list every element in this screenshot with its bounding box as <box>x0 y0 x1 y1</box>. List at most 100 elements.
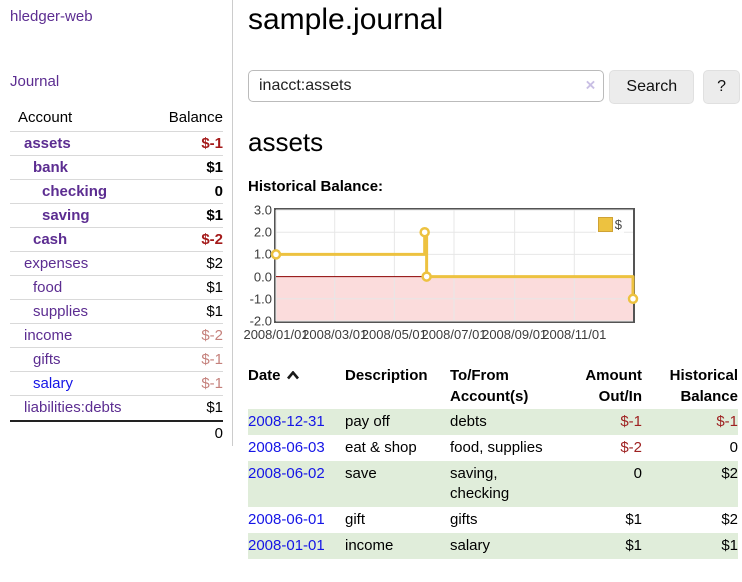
account-balance: $1 <box>206 303 223 320</box>
transaction-date-link[interactable]: 2008-12-31 <box>248 413 325 430</box>
account-balance: $-1 <box>201 375 223 392</box>
account-link-supplies[interactable]: supplies <box>33 303 89 320</box>
x-tick-label: 2008/07/01 <box>421 327 487 342</box>
chart-title: Historical Balance: <box>248 178 384 195</box>
account-link-bank[interactable]: bank <box>33 159 69 176</box>
transaction-date-link[interactable]: 2008-06-03 <box>248 439 325 456</box>
sidebar: hledger-web Journal Account Balance asse… <box>0 0 233 446</box>
account-link-assets[interactable]: assets <box>24 135 71 152</box>
account-row: supplies $1 <box>10 299 223 323</box>
register-row: 2008-06-03 eat & shop food, supplies $-2 0 <box>248 435 738 461</box>
register-table: Date Description To/From Account(s) Amoun… <box>248 363 738 559</box>
account-link-cash[interactable]: cash <box>33 231 68 248</box>
transaction-date-link[interactable]: 2008-06-02 <box>248 465 325 482</box>
account-balance: $-2 <box>201 231 223 248</box>
account-link-income[interactable]: income <box>24 327 73 344</box>
accounts-header-account: Account <box>18 109 73 126</box>
transaction-amount: $1 <box>625 537 642 554</box>
search-input[interactable] <box>248 70 605 102</box>
account-row: assets $-1 <box>10 131 223 155</box>
x-tick-label: 2008/03/01 <box>302 327 368 342</box>
account-row: gifts $-1 <box>10 347 223 371</box>
account-heading: assets <box>248 127 324 157</box>
x-tick-label: 2008/01/01 <box>243 327 309 342</box>
chart-legend: $ <box>595 216 624 233</box>
chart-x-axis: 2008/01/01 2008/03/01 2008/05/01 2008/07/01… <box>243 325 633 343</box>
help-button[interactable]: ? <box>703 70 740 104</box>
transaction-amount: $1 <box>625 511 642 528</box>
transaction-accounts: food, supplies <box>450 439 543 456</box>
legend-label: $ <box>614 217 622 232</box>
account-row: cash $-2 <box>10 227 223 251</box>
register-row: 2008-06-01 gift gifts $1 $2 <box>248 507 738 533</box>
accounts-total-value: 0 <box>214 425 223 442</box>
legend-swatch-icon <box>597 217 613 232</box>
account-link-food[interactable]: food <box>33 279 63 296</box>
transaction-accounts: gifts <box>450 511 478 528</box>
account-row: bank $1 <box>10 155 223 179</box>
x-tick-label: 2008/05/01 <box>361 327 427 342</box>
account-link-expenses[interactable]: expenses <box>24 255 89 272</box>
account-balance: $1 <box>206 279 223 296</box>
transaction-description: eat & shop <box>345 439 417 456</box>
account-link-gifts[interactable]: gifts <box>33 351 61 368</box>
y-tick-label: 1.0 <box>253 246 272 262</box>
transaction-accounts: debts <box>450 413 487 430</box>
sidebar-item-journal[interactable]: Journal <box>10 73 60 90</box>
accounts-table-header: Account Balance <box>10 105 223 131</box>
account-link-liabilities-debts[interactable]: liabilities:debts <box>24 399 122 416</box>
search-bar: × Search ? <box>248 70 740 104</box>
transaction-description: save <box>345 465 377 482</box>
register-header-accounts: To/From Account(s) <box>450 367 529 405</box>
search-button[interactable]: Search <box>609 70 695 104</box>
y-tick-label: 3.0 <box>253 202 272 218</box>
register-row: 2008-12-31 pay off debts $-1 $-1 <box>248 409 738 435</box>
transaction-date-link[interactable]: 2008-01-01 <box>248 537 325 554</box>
accounts-total-row: 0 <box>10 420 223 445</box>
account-link-checking[interactable]: checking <box>42 183 108 200</box>
page-title: sample.journal <box>248 3 444 36</box>
account-row: liabilities:debts $1 <box>10 395 223 419</box>
account-row: salary $-1 <box>10 371 223 395</box>
transaction-balance: $1 <box>721 537 738 554</box>
account-balance: 0 <box>214 183 223 200</box>
account-balance: $1 <box>206 159 223 176</box>
chart-canvas <box>270 209 639 322</box>
historical-balance-chart: 3.0 2.0 1.0 0.0 -1.0 -2.0 $ 2008/01/01 2008/03… <box>243 203 740 343</box>
search-box: × <box>248 70 605 102</box>
sort-ascending-icon <box>286 370 299 380</box>
main-content: sample.journal × Search ? assets Histori… <box>243 0 740 559</box>
register-row: 2008-01-01 income salary $1 $1 <box>248 533 738 559</box>
transaction-balance: 0 <box>729 439 738 456</box>
account-balance: $1 <box>206 399 223 416</box>
brand-link[interactable]: hledger-web <box>10 8 93 25</box>
account-balance: $-1 <box>201 135 223 152</box>
x-tick-label: 2008/11/01 <box>542 327 607 342</box>
transaction-description: income <box>345 537 394 554</box>
transaction-accounts: salary <box>450 537 491 554</box>
account-link-salary[interactable]: salary <box>33 375 74 392</box>
register-header-date[interactable]: Date <box>248 363 345 409</box>
y-tick-label: 2.0 <box>253 224 272 240</box>
account-balance: $2 <box>206 255 223 272</box>
register-header-balance: Historical Balance <box>669 367 738 405</box>
account-link-saving[interactable]: saving <box>42 207 90 224</box>
x-tick-label: 2008/09/01 <box>482 327 548 342</box>
y-tick-label: 0.0 <box>253 269 272 285</box>
account-row: checking 0 <box>10 179 223 203</box>
transaction-description: gift <box>345 511 366 528</box>
transaction-amount: $-1 <box>620 413 642 430</box>
transaction-amount: 0 <box>633 465 642 482</box>
chart-plot-area: $ 2008/01/01 2008/03/01 2008/05/01 2008/07/… <box>243 208 639 342</box>
accounts-header-balance: Balance <box>168 109 223 126</box>
transaction-accounts: saving, checking <box>450 465 510 502</box>
y-tick-label: -1.0 <box>249 291 272 307</box>
clear-search-icon[interactable]: × <box>585 75 596 95</box>
account-row: food $1 <box>10 275 223 299</box>
account-balance: $1 <box>206 207 223 224</box>
y-tick-label: -2.0 <box>249 313 272 329</box>
transaction-date-link[interactable]: 2008-06-01 <box>248 511 325 528</box>
account-row: expenses $2 <box>10 251 223 275</box>
transaction-amount: $-2 <box>620 439 642 456</box>
accounts-table: Account Balance assets $-1 bank $1 checking 0… <box>10 105 223 445</box>
